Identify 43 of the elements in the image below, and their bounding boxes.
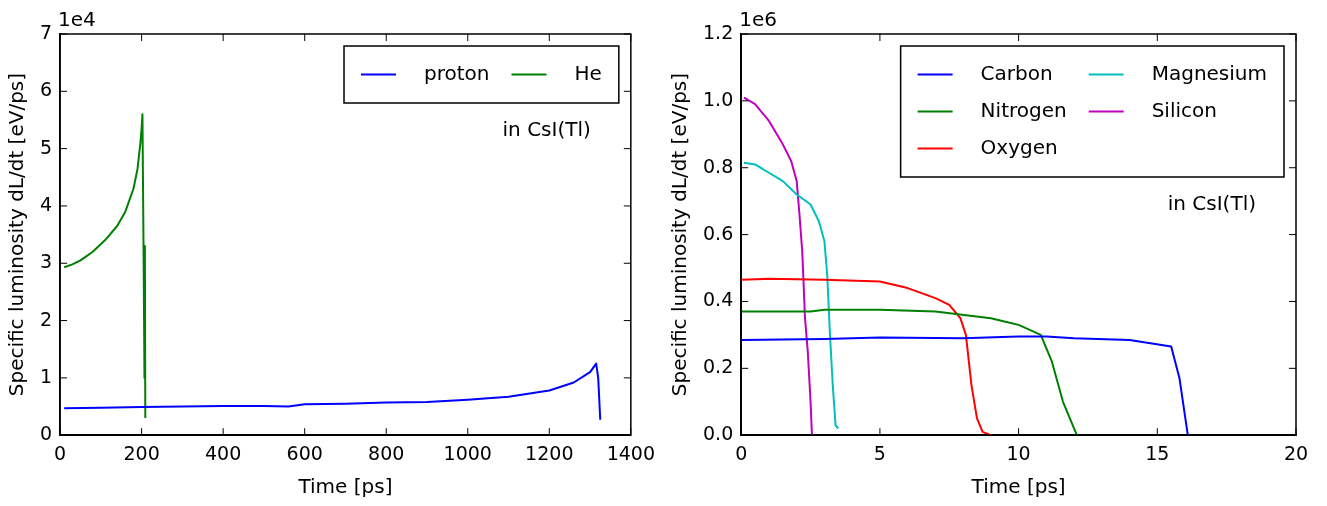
- legend-label: He: [574, 60, 602, 85]
- legend-label: Nitrogen: [980, 97, 1067, 122]
- annotation: in CsI(Tl): [502, 117, 591, 142]
- x-tick-label: 1400: [606, 441, 655, 464]
- x-tick-label: 200: [123, 441, 160, 464]
- annotation: in CsI(Tl): [1167, 191, 1256, 216]
- y-tick-label: 5: [39, 135, 53, 158]
- x-tick-label: 600: [286, 441, 323, 464]
- x-tick-label: 0: [735, 441, 748, 464]
- x-tick-label: 800: [368, 441, 405, 464]
- x-tick-label: 0: [54, 441, 67, 464]
- x-tick-label: 1200: [525, 441, 574, 464]
- legend-label: Magnesium: [1151, 60, 1268, 85]
- x-tick-label: 20: [1283, 441, 1309, 464]
- x-axis-title: Time [ps]: [970, 474, 1066, 499]
- text: 1e4: [58, 7, 96, 32]
- legend-label: Oxygen: [980, 134, 1058, 159]
- y-tick-label: 6: [39, 78, 53, 101]
- x-tick-label: 5: [873, 441, 886, 464]
- text: 1e6: [739, 7, 777, 32]
- y-axis-title: Specific luminosity dL/dt [eV/ps]: [4, 72, 29, 397]
- x-tick-label: 10: [1006, 441, 1031, 464]
- legend-label: proton: [424, 60, 490, 85]
- y-tick-label: 1: [39, 364, 53, 387]
- legend-label: Silicon: [1151, 97, 1217, 122]
- y-tick-label: 7: [39, 20, 53, 43]
- y-tick-label: 1.2: [703, 20, 734, 43]
- y-tick-label: 3: [39, 250, 53, 273]
- y-tick-label: 0.8: [703, 154, 734, 177]
- y-tick-label: 0.4: [703, 288, 734, 311]
- legend-label: Carbon: [980, 60, 1053, 85]
- y-tick-label: 0: [39, 422, 53, 445]
- y-tick-label: 1.0: [703, 87, 734, 110]
- y-tick-label: 0.0: [703, 422, 734, 445]
- x-tick-label: 15: [1145, 441, 1170, 464]
- x-tick-label: 400: [205, 441, 242, 464]
- y-tick-label: 2: [39, 307, 53, 330]
- y-tick-label: 0.6: [703, 221, 734, 244]
- y-axis-title: Specific luminosity dL/dt [eV/ps]: [667, 72, 692, 397]
- y-tick-label: 4: [39, 192, 53, 215]
- y-tick-label: 0.2: [703, 355, 734, 378]
- x-axis-title: Time [ps]: [297, 474, 393, 499]
- x-tick-label: 1000: [443, 441, 492, 464]
